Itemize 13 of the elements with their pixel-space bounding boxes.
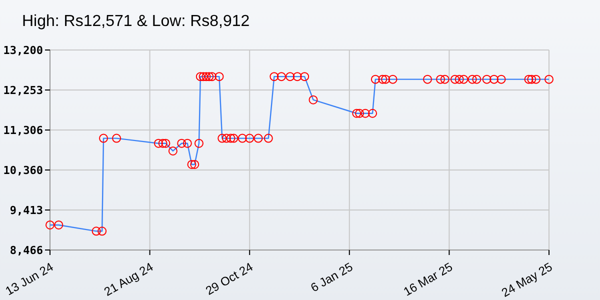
y-tick-label: 12,253 <box>3 84 43 97</box>
y-tick-label: 9,413 <box>10 204 43 217</box>
x-tick-label: 6 Jan 25 <box>308 260 356 295</box>
chart-title: High: Rs12,571 & Low: Rs8,912 <box>22 13 250 30</box>
y-tick-label: 10,360 <box>3 164 43 177</box>
x-tick-label: 21 Aug 24 <box>102 260 156 299</box>
x-tick-label: 16 Mar 25 <box>401 260 456 299</box>
y-tick-label: 8,466 <box>10 244 44 257</box>
x-tick-label: 24 May 25 <box>499 260 555 300</box>
x-tick-label: 29 Oct 24 <box>203 260 256 298</box>
y-tick-label: 11,306 <box>3 124 44 137</box>
x-tick-label: 13 Jun 24 <box>3 260 56 298</box>
y-tick-label: 13,200 <box>3 44 43 57</box>
